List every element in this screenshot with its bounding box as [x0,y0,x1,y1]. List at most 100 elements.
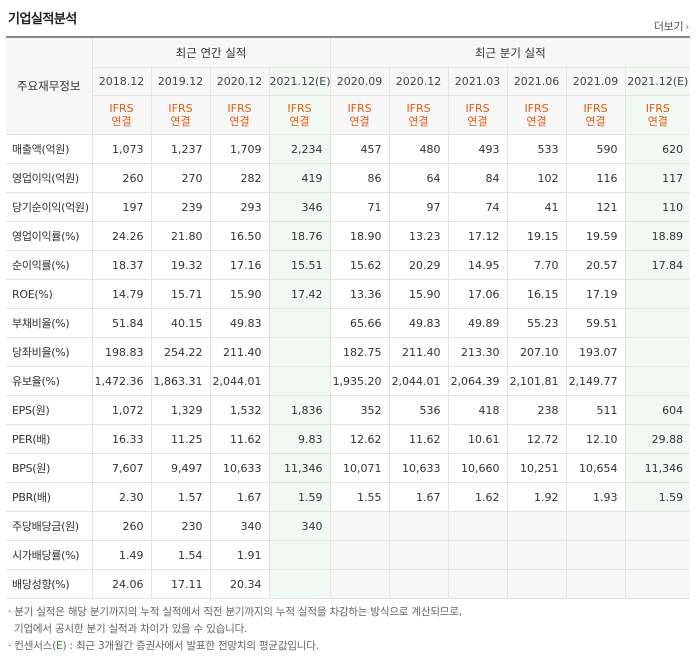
table-cell: 15.71 [151,279,211,309]
quarterly-group-header: 최근 분기 실적 [330,37,691,68]
row-label: 부채비율(%) [6,308,93,338]
consolidated-label: 연결 [111,115,132,128]
table-row: PER(배) 16.33 11.25 11.62 9.83 12.62 11.62 10.61… [6,424,691,454]
ifrs-header: IFRS 연결 [269,95,331,135]
table-cell: 16.15 [507,279,567,309]
table-cell: 14.95 [448,250,508,280]
table-cell: 1,072 [92,395,152,425]
table-cell [625,511,691,541]
table-cell: 15.51 [269,250,331,280]
table-cell: 1,709 [210,134,270,164]
table-cell: 10,660 [448,453,508,483]
table-cell: 197 [92,192,152,222]
row-label: 순이익률(%) [6,250,93,280]
table-cell: 1.55 [330,482,390,512]
ifrs-label: IFRS [109,102,134,115]
table-cell: 1,863.31 [151,366,211,396]
table-cell: 1,329 [151,395,211,425]
table-cell [507,569,567,599]
period-header: 2020.12 [210,67,270,96]
table-cell [625,279,691,309]
period-header: 2020.09 [330,67,390,96]
table-cell: 533 [507,134,567,164]
table-cell [269,337,331,367]
table-cell: 7,607 [92,453,152,483]
table-cell: 340 [269,511,331,541]
table-cell [566,569,626,599]
ifrs-label: IFRS [583,102,608,115]
table-cell: 11,346 [269,453,331,483]
table-row: 당기순이익(억원) 197 239 293 346 71 97 74 41 121 110 [6,192,691,222]
period-header: 2021.12(E) [269,67,331,96]
table-cell: 254.22 [151,337,211,367]
ifrs-label: IFRS [227,102,252,115]
corner-header: 주요재무정보 [6,37,93,135]
table-cell: 17.84 [625,250,691,280]
table-cell: 182.75 [330,337,390,367]
table-cell: 2,044.01 [210,366,270,396]
table-cell: 260 [92,511,152,541]
table-cell: 352 [330,395,390,425]
row-label: PBR(배) [6,482,93,512]
table-cell: 536 [389,395,449,425]
table-cell: 1.62 [448,482,508,512]
ifrs-header: IFRS 연결 [330,95,390,135]
table-cell: 1.67 [389,482,449,512]
table-cell [330,569,390,599]
period-header: 2021.03 [448,67,508,96]
table-cell: 239 [151,192,211,222]
table-cell: 16.33 [92,424,152,454]
table-row: 배당성향(%) 24.06 17.11 20.34 [6,569,691,599]
table-row: EPS(원) 1,072 1,329 1,532 1,836 352 536 418 238 51… [6,395,691,425]
row-label: BPS(원) [6,453,93,483]
table-cell: 49.89 [448,308,508,338]
table-cell: 74 [448,192,508,222]
table-cell: 9,497 [151,453,211,483]
table-cell: 10,633 [389,453,449,483]
table-cell: 84 [448,163,508,193]
table-cell: 20.57 [566,250,626,280]
table-cell: 24.26 [92,221,152,251]
ifrs-header: IFRS 연결 [566,95,626,135]
table-cell: 86 [330,163,390,193]
footnote-3: · 컨센서스(E) : 최근 3개월간 증권사에서 발표한 전망치의 평균값입니… [8,638,462,655]
table-cell: 1.92 [507,482,567,512]
ifrs-label: IFRS [465,102,490,115]
row-label: ROE(%) [6,279,93,309]
consolidated-label: 연결 [229,115,250,128]
table-cell: 9.83 [269,424,331,454]
consolidated-label: 연결 [349,115,370,128]
table-cell: 11,346 [625,453,691,483]
table-cell: 2,101.81 [507,366,567,396]
table-cell: 64 [389,163,449,193]
table-cell: 418 [448,395,508,425]
table-cell: 13.36 [330,279,390,309]
footnotes: · 분기 실적은 해당 분기까지의 누적 실적에서 직전 분기까지의 누적 실적… [8,604,462,655]
table-cell [625,308,691,338]
table-cell: 604 [625,395,691,425]
row-label: 영업이익률(%) [6,221,93,251]
table-row: 부채비율(%) 51.84 40.15 49.83 65.66 49.83 49.89 55.… [6,308,691,338]
table-cell: 11.62 [210,424,270,454]
consolidated-label: 연결 [170,115,191,128]
table-cell [625,540,691,570]
table-cell: 15.90 [210,279,270,309]
table-cell [448,569,508,599]
footnote-2: 기업에서 공시한 분기 실적과 차이가 있을 수 있습니다. [14,623,248,635]
table-cell: 18.90 [330,221,390,251]
row-label: 당기순이익(억원) [6,192,93,222]
table-row: 영업이익(억원) 260 270 282 419 86 64 84 102 116 117 [6,163,691,193]
table-cell: 1.54 [151,540,211,570]
table-cell: 1.91 [210,540,270,570]
table-cell: 116 [566,163,626,193]
table-cell: 1.93 [566,482,626,512]
table-cell: 2,234 [269,134,331,164]
section-title: 기업실적분석 [8,12,77,27]
table-row: 매출액(억원) 1,073 1,237 1,709 2,234 457 480 493 533 5… [6,134,691,164]
consolidated-label: 연결 [408,115,429,128]
table-cell [389,569,449,599]
table-row: 주당배당금(원) 260 230 340 340 [6,511,691,541]
more-link[interactable]: 더보기 › [654,18,689,34]
row-label: 당좌비율(%) [6,337,93,367]
table-cell: 2,064.39 [448,366,508,396]
